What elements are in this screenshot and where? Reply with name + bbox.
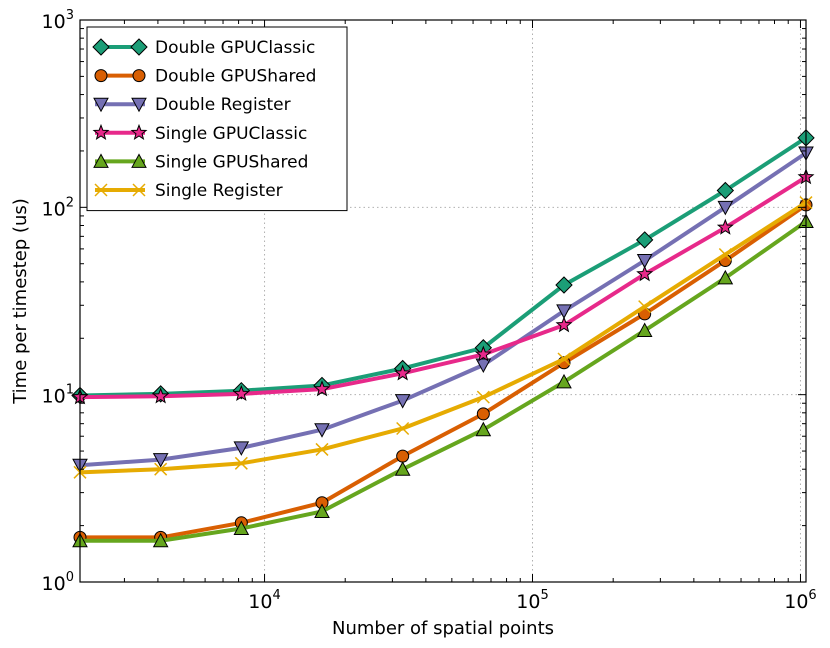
legend-marker [92, 123, 110, 141]
series-line [79, 200, 808, 475]
data-point [475, 421, 492, 437]
y-tick-label: 102 [42, 195, 74, 220]
legend-marker [93, 153, 109, 168]
legend-label: Double Register [155, 95, 291, 115]
data-point [394, 364, 412, 381]
data-point [475, 358, 492, 374]
series-line [79, 136, 808, 398]
legend-label: Single Register [155, 181, 283, 201]
legend-marker [93, 97, 109, 113]
data-point [636, 254, 653, 269]
data-point [718, 247, 732, 262]
y-tick-label: 100 [42, 570, 74, 595]
legend-label: Double GPUClassic [155, 38, 315, 58]
data-point [476, 390, 490, 404]
data-point [394, 394, 411, 409]
data-point [557, 352, 571, 366]
ticks: 104 105 106 100 101 102 103 [42, 8, 817, 613]
data-point [313, 380, 331, 397]
data-point [638, 300, 652, 314]
data-point [314, 423, 330, 438]
data-point [396, 449, 410, 463]
data-point [555, 276, 573, 294]
legend-label: Double GPUShared [155, 67, 316, 87]
series-2 [72, 146, 814, 474]
series-line [79, 175, 808, 400]
y-axis-label: Time per timestep (us) [10, 198, 31, 405]
legend-marker [130, 123, 148, 141]
data-point [636, 265, 654, 282]
series-layer [71, 129, 815, 548]
data-point [152, 387, 170, 404]
legend-marker [132, 69, 146, 83]
series-3 [71, 168, 815, 405]
x-tick-label: 106 [784, 588, 816, 613]
series-line [79, 151, 808, 468]
legend-marker [131, 153, 147, 168]
legend-entry: Single Register [94, 181, 283, 201]
data-point [716, 218, 734, 235]
data-point [716, 181, 735, 200]
data-point [315, 442, 329, 456]
legend-entry: Double GPUClassic [92, 38, 315, 58]
data-point [717, 200, 734, 216]
legend-marker [92, 38, 110, 56]
data-point [234, 456, 248, 470]
data-point [154, 462, 168, 476]
series-line [80, 203, 808, 540]
legend-marker [131, 97, 147, 113]
x-axis-label: Number of spatial points [332, 618, 554, 639]
legend-entry: Single GPUClassic [92, 123, 307, 144]
data-point [396, 421, 410, 436]
series-line [80, 219, 808, 543]
data-point [233, 441, 250, 456]
legend: Double GPUClassic Double GPUShared Double … [86, 26, 348, 212]
data-point [635, 231, 654, 249]
legend-box [86, 26, 348, 212]
legend-label: Single GPUClassic [155, 124, 307, 144]
data-point [394, 461, 411, 476]
data-point [476, 407, 490, 421]
legend-entry: Double GPUShared [94, 67, 316, 87]
legend-label: Single GPUShared [155, 152, 308, 172]
legend-marker [132, 183, 146, 197]
data-point [152, 532, 169, 548]
data-point [314, 503, 330, 518]
data-point [556, 304, 572, 319]
series-4 [72, 213, 814, 548]
data-point [233, 520, 250, 536]
legend-entry: Single GPUShared [93, 152, 308, 172]
y-tick-label: 101 [42, 383, 74, 408]
data-point [152, 453, 169, 468]
x-tick-label: 105 [516, 588, 548, 613]
legend-entry: Double Register [93, 95, 291, 115]
data-point [717, 269, 734, 285]
data-point [556, 373, 572, 389]
data-point [636, 322, 653, 338]
grid [80, 20, 806, 582]
legend-marker [94, 69, 108, 83]
data-point [232, 384, 250, 402]
x-tick-label: 104 [248, 588, 280, 613]
data-point [474, 345, 492, 362]
data-point [555, 316, 573, 333]
legend-marker [130, 38, 148, 56]
legend-marker [94, 183, 108, 197]
y-tick-label: 103 [42, 8, 74, 33]
plot-frame [79, 19, 807, 583]
